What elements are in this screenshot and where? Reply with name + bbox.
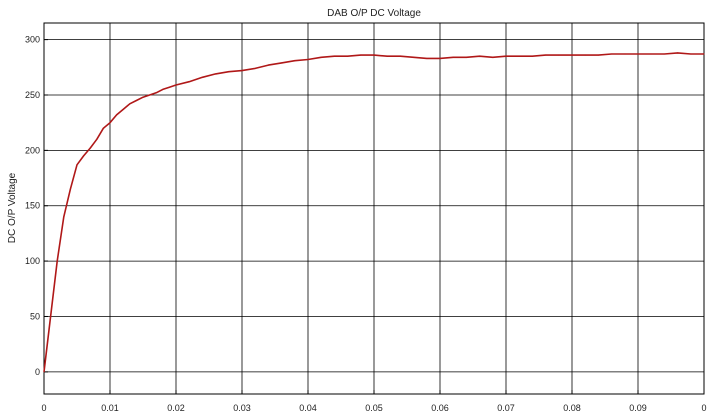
x-tick-label: 0.08: [563, 403, 581, 413]
data-point: [142, 96, 144, 98]
data-point: [637, 53, 639, 55]
data-point: [624, 53, 626, 55]
data-point: [175, 84, 177, 86]
data-point: [571, 54, 573, 56]
grid-lines: [44, 23, 704, 394]
data-point: [386, 55, 388, 57]
data-point: [241, 70, 243, 72]
data-point: [122, 108, 124, 110]
data-point: [650, 53, 652, 55]
data-point: [426, 57, 428, 59]
data-point: [76, 164, 78, 166]
x-tick-label: 0.05: [365, 403, 383, 413]
data-point: [399, 55, 401, 57]
y-tick-label: 0: [35, 367, 40, 377]
data-point: [690, 53, 692, 55]
data-point: [69, 188, 71, 190]
data-point: [281, 62, 283, 64]
data-point: [149, 94, 151, 96]
data-point: [63, 216, 65, 218]
data-point: [215, 73, 217, 75]
y-axis-ticks: 0 50 100 150 200 250 300: [25, 35, 48, 377]
data-point: [347, 55, 349, 57]
data-point: [228, 71, 230, 73]
series-layer: [43, 52, 705, 373]
data-point: [201, 76, 203, 78]
data-point: [545, 54, 547, 56]
x-tick-label: 0: [701, 403, 706, 413]
data-point: [102, 127, 104, 129]
data-point: [558, 54, 560, 56]
data-point: [89, 147, 91, 149]
data-point: [505, 55, 507, 57]
data-point: [50, 315, 52, 317]
data-point: [531, 55, 533, 57]
x-axis-ticks: 0 0.01 0.02 0.03 0.04 0.05 0.06 0.07 0.08 0.09 0: [41, 390, 707, 413]
data-point: [267, 64, 269, 66]
data-point: [584, 54, 586, 56]
data-point: [254, 67, 256, 69]
data-point: [109, 122, 111, 124]
data-point: [43, 371, 45, 373]
data-point: [307, 59, 309, 61]
data-point: [333, 55, 335, 57]
data-point: [168, 86, 170, 88]
data-point: [83, 155, 85, 157]
data-point: [320, 56, 322, 58]
y-tick-label: 150: [25, 201, 40, 211]
data-point: [96, 138, 98, 140]
data-point: [518, 55, 520, 57]
x-tick-label: 0.03: [233, 403, 251, 413]
x-tick-label: 0: [41, 403, 46, 413]
y-tick-label: 100: [25, 256, 40, 266]
data-point: [597, 54, 599, 56]
x-tick-label: 0.06: [431, 403, 449, 413]
x-tick-label: 0.01: [101, 403, 119, 413]
data-point: [294, 60, 296, 62]
data-point: [677, 52, 679, 54]
chart-title: DAB O/P DC Voltage: [327, 8, 421, 19]
data-point: [611, 53, 613, 55]
data-point: [135, 100, 137, 102]
x-tick-label: 0.07: [497, 403, 515, 413]
data-point: [162, 88, 164, 90]
data-point: [188, 81, 190, 83]
data-point: [56, 260, 58, 262]
data-point: [703, 53, 705, 55]
x-tick-label: 0.04: [299, 403, 317, 413]
y-tick-label: 50: [30, 311, 40, 321]
data-point: [452, 56, 454, 58]
data-point: [373, 54, 375, 56]
y-axis-label: DC O/P Voltage: [7, 172, 18, 243]
data-point: [129, 103, 131, 105]
y-tick-label: 200: [25, 145, 40, 155]
y-tick-label: 250: [25, 90, 40, 100]
y-tick-label: 300: [25, 35, 40, 45]
data-point: [479, 55, 481, 57]
data-point: [116, 114, 118, 116]
x-tick-label: 0.02: [167, 403, 185, 413]
data-point: [360, 54, 362, 56]
data-point: [663, 53, 665, 55]
data-point: [439, 57, 441, 59]
data-point: [492, 56, 494, 58]
x-tick-label: 0.09: [629, 403, 647, 413]
data-point: [413, 56, 415, 58]
data-point: [465, 56, 467, 58]
data-point: [155, 92, 157, 94]
